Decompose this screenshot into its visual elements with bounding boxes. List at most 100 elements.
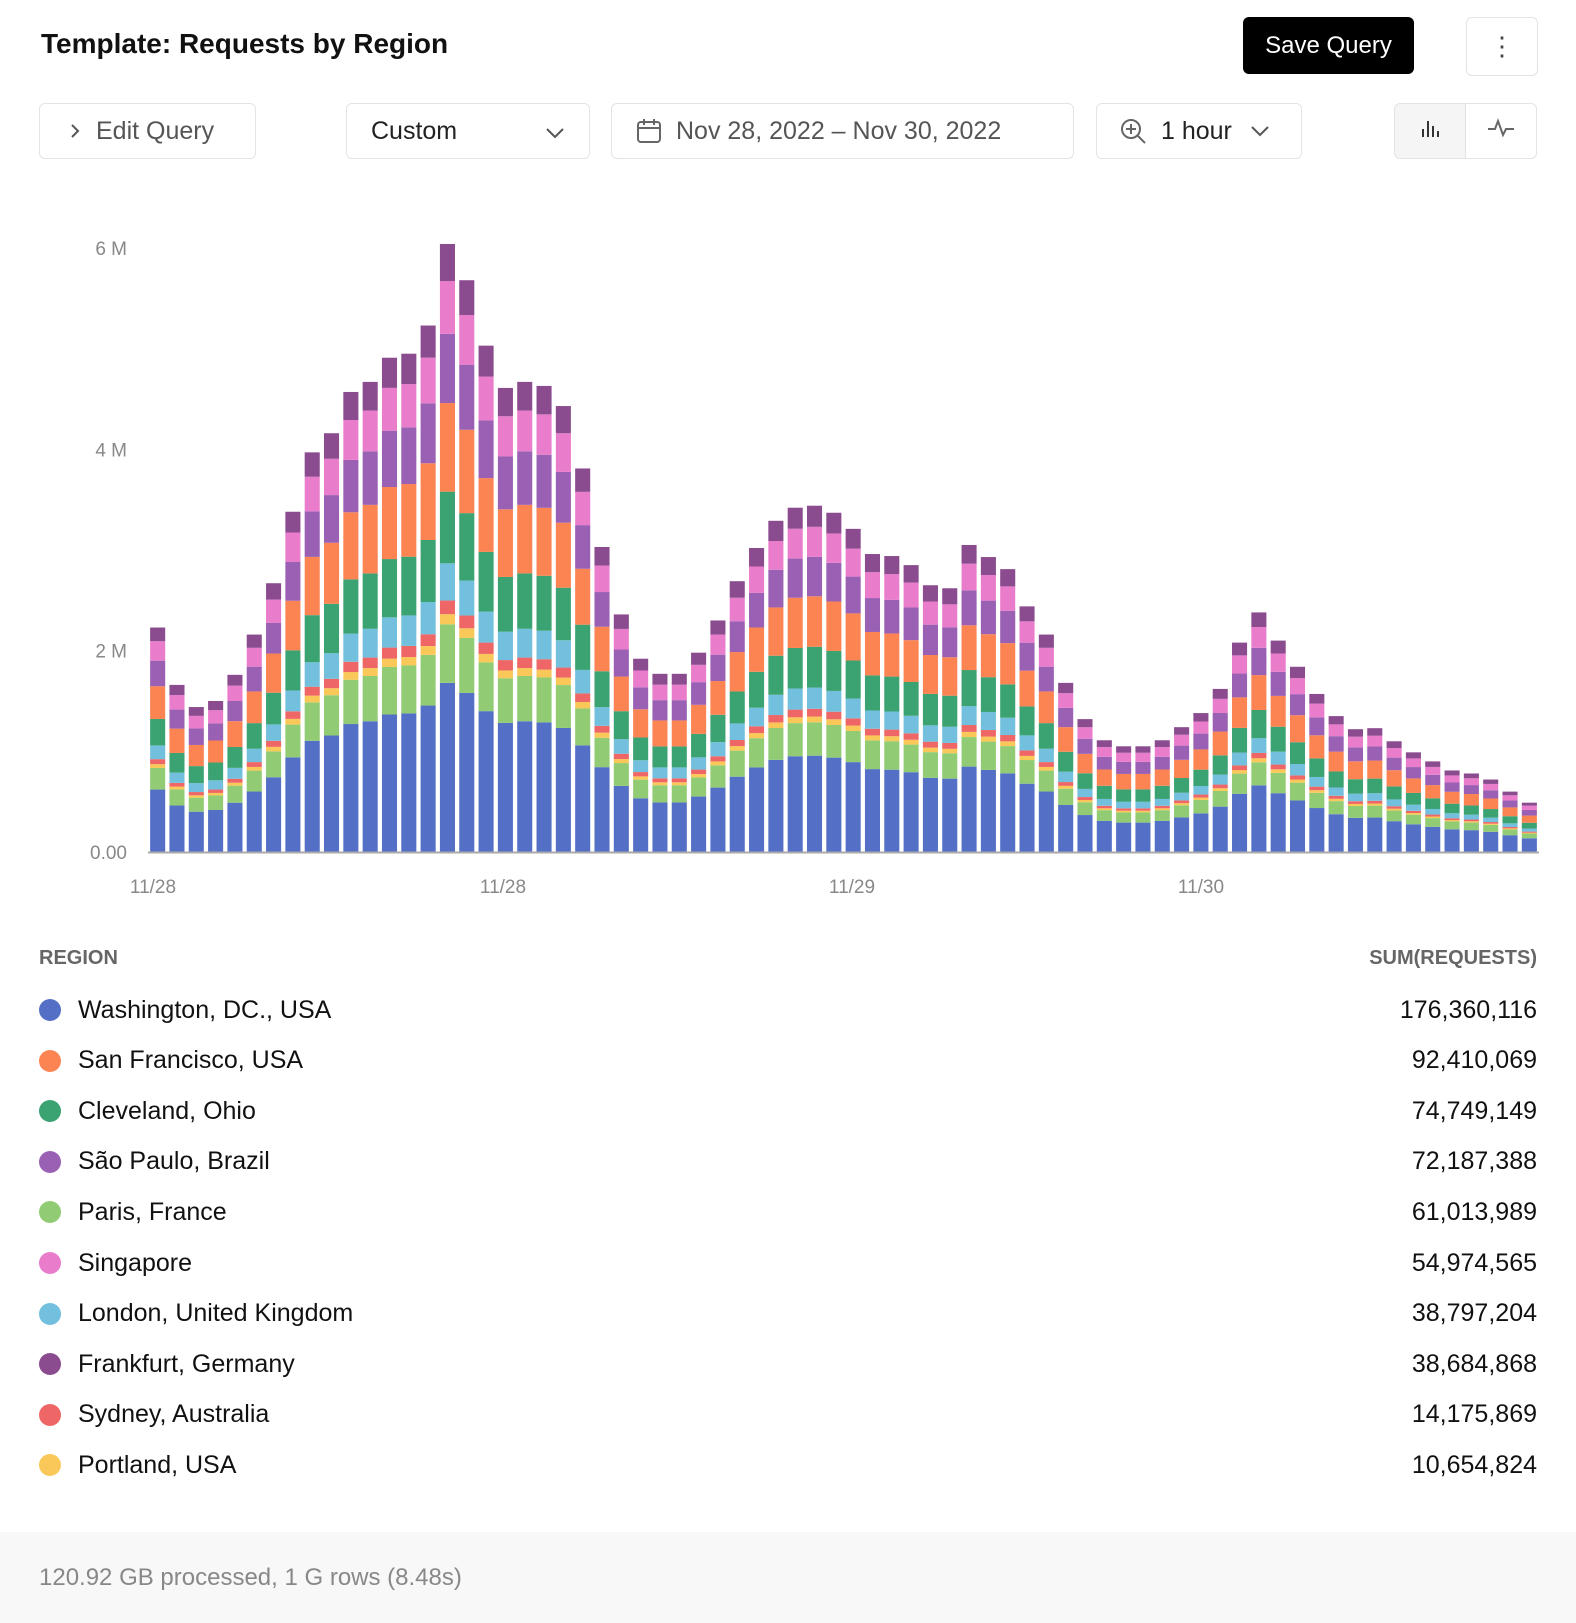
bar-segment[interactable] xyxy=(1444,818,1460,821)
bar-segment[interactable] xyxy=(710,756,726,762)
bar-segment[interactable] xyxy=(517,573,533,629)
bar-segment[interactable] xyxy=(1289,694,1306,716)
bar-segment[interactable] xyxy=(169,695,185,710)
bar-segment[interactable] xyxy=(729,597,745,622)
bar-segment[interactable] xyxy=(188,795,204,798)
bar-segment[interactable] xyxy=(710,681,726,715)
bar-segment[interactable] xyxy=(1502,829,1518,836)
bar-segment[interactable] xyxy=(343,391,359,421)
bar-segment[interactable] xyxy=(150,745,166,760)
bar-segment[interactable] xyxy=(1000,586,1016,611)
bar-segment[interactable] xyxy=(633,658,649,671)
bar-segment[interactable] xyxy=(1270,764,1286,770)
bar-segment[interactable] xyxy=(227,700,243,722)
bar-segment[interactable] xyxy=(768,694,784,716)
bar-segment[interactable] xyxy=(381,617,398,648)
bar-segment[interactable] xyxy=(845,718,861,726)
bar-segment[interactable] xyxy=(1328,798,1344,802)
bar-segment[interactable] xyxy=(1058,782,1074,786)
bar-segment[interactable] xyxy=(575,745,591,852)
bar-segment[interactable] xyxy=(459,692,475,852)
bar-segment[interactable] xyxy=(285,690,301,712)
bar-segment[interactable] xyxy=(1444,770,1460,776)
bar-segment[interactable] xyxy=(1174,759,1190,779)
bar-segment[interactable] xyxy=(1386,808,1402,811)
bar-segment[interactable] xyxy=(1347,779,1363,794)
bar-segment[interactable] xyxy=(1135,752,1151,762)
bar-segment[interactable] xyxy=(1077,727,1093,739)
bar-segment[interactable] xyxy=(691,774,707,778)
bar-segment[interactable] xyxy=(1483,817,1499,823)
legend-row[interactable]: São Paulo, Brazil 72,187,388 xyxy=(39,1142,1537,1182)
bar-segment[interactable] xyxy=(555,587,571,641)
bar-segment[interactable] xyxy=(1444,813,1460,819)
bar-segment[interactable] xyxy=(1019,621,1035,643)
bar-segment[interactable] xyxy=(613,614,629,629)
bar-segment[interactable] xyxy=(942,753,958,779)
bar-segment[interactable] xyxy=(826,757,842,852)
bar-segment[interactable] xyxy=(671,673,687,685)
bar-segment[interactable] xyxy=(169,728,185,753)
bar-segment[interactable] xyxy=(1019,706,1035,736)
bar-segment[interactable] xyxy=(768,607,784,656)
bar-segment[interactable] xyxy=(439,491,455,564)
bar-segment[interactable] xyxy=(1367,803,1383,806)
bar-segment[interactable] xyxy=(150,718,166,746)
bar-segment[interactable] xyxy=(1425,826,1441,852)
bar-segment[interactable] xyxy=(1116,822,1132,852)
bar-segment[interactable] xyxy=(1135,822,1151,852)
bar-segment[interactable] xyxy=(922,777,938,852)
bar-segment[interactable] xyxy=(826,719,842,725)
bar-segment[interactable] xyxy=(633,670,649,688)
bar-segment[interactable] xyxy=(1232,642,1248,656)
bar-segment[interactable] xyxy=(420,539,436,603)
bar-segment[interactable] xyxy=(497,576,513,632)
bar-segment[interactable] xyxy=(613,628,629,650)
bar-segment[interactable] xyxy=(710,634,726,655)
bar-segment[interactable] xyxy=(497,387,513,417)
bar-segment[interactable] xyxy=(517,675,533,722)
bar-segment[interactable] xyxy=(691,796,707,852)
bar-segment[interactable] xyxy=(266,777,282,852)
bar-segment[interactable] xyxy=(401,657,417,666)
bar-segment[interactable] xyxy=(266,622,282,654)
bar-segment[interactable] xyxy=(826,512,842,534)
bar-segment[interactable] xyxy=(1425,798,1441,809)
bar-segment[interactable] xyxy=(884,574,900,600)
bar-segment[interactable] xyxy=(1502,827,1518,829)
bar-segment[interactable] xyxy=(826,690,842,712)
bar-segment[interactable] xyxy=(188,707,204,716)
bar-segment[interactable] xyxy=(1483,831,1499,852)
bar-segment[interactable] xyxy=(420,646,436,655)
bar-segment[interactable] xyxy=(1425,814,1441,817)
bar-segment[interactable] xyxy=(208,780,224,790)
legend-row[interactable]: Frankfurt, Germany 38,684,868 xyxy=(39,1344,1537,1384)
bar-segment[interactable] xyxy=(1251,647,1267,676)
bar-segment[interactable] xyxy=(1193,799,1209,814)
bar-segment[interactable] xyxy=(497,678,513,723)
bar-segment[interactable] xyxy=(1135,761,1151,774)
bar-segment[interactable] xyxy=(1038,634,1054,648)
bar-segment[interactable] xyxy=(1367,735,1383,747)
bar-segment[interactable] xyxy=(420,463,436,540)
bar-segment[interactable] xyxy=(1309,717,1325,736)
bar-segment[interactable] xyxy=(246,723,262,749)
bar-segment[interactable] xyxy=(575,568,591,625)
bar-segment[interactable] xyxy=(401,665,417,714)
bar-segment[interactable] xyxy=(150,764,166,768)
bar-segment[interactable] xyxy=(1521,832,1537,834)
bar-segment[interactable] xyxy=(768,759,784,852)
bar-segment[interactable] xyxy=(884,633,900,677)
bar-view-toggle[interactable] xyxy=(1394,103,1466,159)
bar-segment[interactable] xyxy=(942,604,958,628)
bar-segment[interactable] xyxy=(922,725,938,742)
bar-segment[interactable] xyxy=(1135,746,1151,753)
bar-segment[interactable] xyxy=(826,650,842,691)
bar-segment[interactable] xyxy=(961,625,977,671)
bar-segment[interactable] xyxy=(1425,766,1441,775)
bar-segment[interactable] xyxy=(1251,710,1267,739)
bar-segment[interactable] xyxy=(729,581,745,598)
bar-segment[interactable] xyxy=(285,757,301,852)
bar-segment[interactable] xyxy=(246,766,262,771)
bar-segment[interactable] xyxy=(497,722,513,852)
